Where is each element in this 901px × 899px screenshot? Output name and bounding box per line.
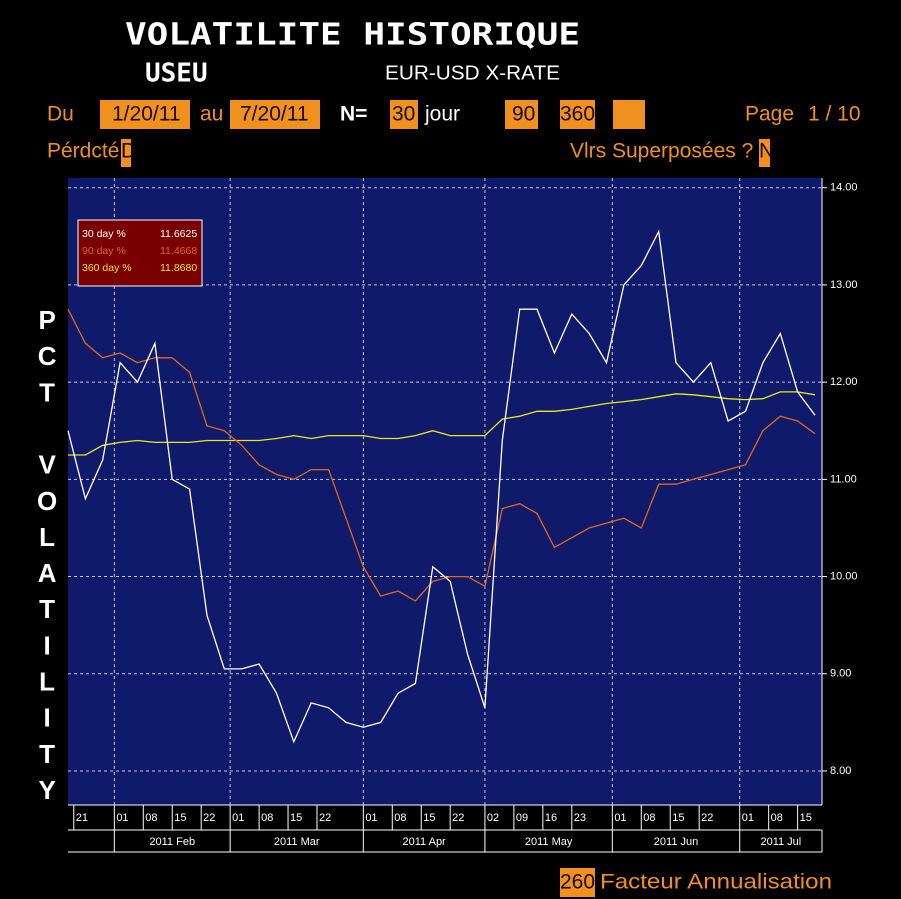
x-tick-label: 01 [365,812,377,824]
x-tick-label: 15 [290,812,302,824]
page: 1 / 10 [808,103,861,126]
series-line [67,308,816,602]
x-tick-label: 22 [452,812,464,824]
description: EUR-USD X-RATE [385,62,560,84]
field-box [560,100,595,129]
unit: jour [424,103,460,126]
legend-value: 11.4668 [160,245,197,257]
month-label: 2011 Jul [760,836,801,848]
y-tick-label: 9.00 [830,668,851,680]
from-label: Du [47,103,74,126]
month-label: 2011 Feb [149,836,195,848]
x-tick-label: 09 [516,812,528,824]
y-tick-label: 12.00 [830,376,858,388]
factor-label: Facteur Annualisation [600,871,832,894]
x-tick-label: 08 [394,812,406,824]
x-tick-label: 22 [701,812,713,824]
n-label: N= [340,103,367,126]
legend-name: 360 day % [82,262,132,274]
period-label: Pérdcté [47,140,119,163]
field-box [560,868,595,897]
x-tick-label: 23 [574,812,586,824]
x-tick-label: 22 [203,812,215,824]
x-tick-label: 15 [423,812,435,824]
field-box [390,100,418,129]
overlay-label: Vlrs Superposées ? [570,140,753,163]
field-box [100,100,190,129]
series-line [68,391,816,456]
y-tick-label: 14.00 [830,182,858,194]
y-tick-label: 13.00 [830,279,858,291]
x-tick-label: 15 [800,812,812,824]
field-box [230,100,320,129]
period-field[interactable]: D [121,140,136,163]
factor-field[interactable]: 260 [560,871,595,894]
legend-box [77,219,203,287]
page-label: Page [745,103,794,126]
from-field[interactable]: 1/20/11 [112,103,181,126]
month-label: 2011 Mar [274,836,320,848]
title: VOLATILITE HISTORIQUE [125,18,580,53]
x-tick-label: 08 [771,812,783,824]
y-tick-label: 11.00 [830,473,857,485]
legend-value: 11.6625 [160,228,197,240]
x-tick-label: 01 [742,812,754,824]
month-label: 2011 Apr [403,836,447,848]
n2-field[interactable]: 90 [512,103,535,126]
series-line [67,229,816,744]
x-tick-label: 01 [232,812,244,824]
field-box[interactable] [613,100,645,129]
x-tick-label: 01 [116,812,128,824]
x-tick-label: 01 [614,812,626,824]
x-tick-label: 08 [261,812,273,824]
x-tick-label: 15 [174,812,186,824]
x-tick-label: 15 [672,812,684,824]
to-label: au [200,103,223,126]
legend-name: 30 day % [82,228,126,240]
month-label: 2011 Jun [654,836,698,848]
month-label: 2011 May [525,836,573,848]
y-tick-label: 8.00 [830,765,851,777]
n3-field[interactable]: 360 [560,103,595,126]
y-tick-label: 10.00 [830,570,858,582]
x-tick-label: 02 [487,812,499,824]
field-box [505,100,538,129]
x-tick-label: 08 [145,812,157,824]
x-tick-label: 22 [319,812,331,824]
ticker: USEU [145,59,208,89]
legend-value: 11.8680 [160,262,197,274]
legend-name: 90 day % [82,245,126,257]
x-tick-label: 08 [643,812,655,824]
field-box [121,139,131,167]
field-box [759,139,770,167]
x-tick-label: 21 [76,812,88,824]
to-field[interactable]: 7/20/11 [240,103,309,126]
x-tick-label: 16 [545,812,557,824]
n-field[interactable]: 30 [392,103,415,126]
overlay-field[interactable]: N [759,140,774,163]
